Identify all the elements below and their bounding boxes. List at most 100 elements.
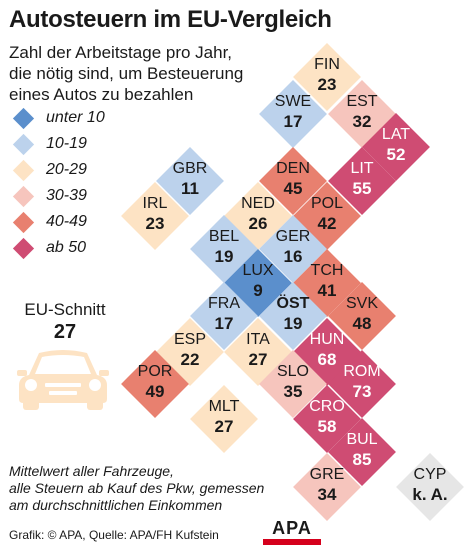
country-value: 41 <box>317 281 337 300</box>
footnote: Mittelwert aller Fahrzeuge, alle Steuern… <box>9 463 264 514</box>
legend-label: 10-19 <box>46 135 87 152</box>
country-name: GER <box>275 228 311 245</box>
country-value: 34 <box>317 485 337 504</box>
page-title: Autosteuern im EU-Vergleich <box>9 6 332 33</box>
country-name: TCH <box>310 262 344 279</box>
country-value: 23 <box>317 75 337 94</box>
country-value: 68 <box>317 350 337 369</box>
legend-swatch <box>12 185 35 208</box>
country-tile: SWE 17 <box>259 80 327 148</box>
country-tile: BEL 19 <box>190 215 258 283</box>
country-name: EST <box>346 93 378 110</box>
country-tile: GRE 34 <box>293 453 361 521</box>
subtitle-line: Zahl der Arbeitstage pro Jahr, <box>9 43 233 62</box>
country-tile: TCH 41 <box>293 249 361 317</box>
apa-logo-text: APA <box>272 518 312 538</box>
legend-label: unter 10 <box>46 109 105 126</box>
legend-swatch <box>12 237 35 260</box>
legend-label: 20-29 <box>46 161 87 178</box>
country-name: LAT <box>381 126 411 143</box>
country-name: MLT <box>208 398 240 415</box>
country-value: 26 <box>248 214 268 233</box>
country-name: ROM <box>343 363 381 380</box>
country-name: FIN <box>314 56 340 73</box>
country-name: POR <box>137 363 173 380</box>
country-tile: CRO 58 <box>293 385 361 453</box>
country-name: BEL <box>208 228 240 245</box>
country-value: 52 <box>386 145 406 164</box>
footnote-line: Mittelwert aller Fahrzeuge, <box>9 463 174 479</box>
country-tile: ROM 73 <box>328 350 396 418</box>
legend-swatch <box>12 211 35 234</box>
country-tile: IRL 23 <box>121 182 189 250</box>
apa-logo-bar <box>263 539 321 545</box>
country-tile: BUL 85 <box>328 418 396 486</box>
country-value: 48 <box>352 314 372 333</box>
legend-label: 30-39 <box>46 187 87 204</box>
country-value: 9 <box>253 281 263 300</box>
country-tile: SLO 35 <box>259 350 327 418</box>
country-tile: SVK 48 <box>328 282 396 350</box>
country-name: BUL <box>346 431 378 448</box>
country-tile: GBR 11 <box>156 147 224 215</box>
country-value: 22 <box>180 350 200 369</box>
country-value: 17 <box>283 112 303 131</box>
country-value: 17 <box>214 314 234 333</box>
country-tile: ITA 27 <box>224 318 292 386</box>
country-tile: LAT 52 <box>362 113 430 181</box>
country-tile: POL 42 <box>293 182 361 250</box>
subtitle-line: eines Autos zu bezahlen <box>9 85 194 104</box>
country-name: ÖST <box>276 295 310 312</box>
country-name: IRL <box>142 195 168 212</box>
country-value: 19 <box>283 314 303 333</box>
country-value: 58 <box>317 417 337 436</box>
country-tile: EST 32 <box>328 80 396 148</box>
eu-average-label: EU-Schnitt <box>24 300 106 319</box>
legend-label: 40-49 <box>46 213 87 230</box>
country-value: 16 <box>283 247 303 266</box>
country-value: 35 <box>283 382 303 401</box>
country-value: 11 <box>181 179 199 198</box>
country-name: GRE <box>309 466 345 483</box>
country-name: HUN <box>309 331 345 348</box>
country-name: LIT <box>350 160 374 177</box>
country-tile: POR 49 <box>121 350 189 418</box>
country-name: LUX <box>242 262 274 279</box>
country-value: 73 <box>352 382 372 401</box>
country-tile: NED 26 <box>224 182 292 250</box>
country-tile: HUN 68 <box>293 318 361 386</box>
apa-logo: APA <box>263 518 321 546</box>
footnote-line: am durchschnittlichen Einkommen <box>9 497 223 513</box>
country-value: 23 <box>145 214 165 233</box>
source-credit: Grafik: © APA, Quelle: APA/FH Kufstein <box>9 528 219 542</box>
country-name: CRO <box>309 398 345 415</box>
country-tile: ESP 22 <box>156 318 224 386</box>
country-value: 27 <box>248 350 268 369</box>
country-tile: LUX 9 <box>224 249 292 317</box>
country-tile: FRA 17 <box>190 282 258 350</box>
country-value: 49 <box>145 382 165 401</box>
country-tile: ÖST 19 <box>259 282 327 350</box>
country-name: SLO <box>276 363 309 380</box>
footnote-line: alle Steuern ab Kauf des Pkw, gemessen <box>9 480 265 496</box>
country-tile: GER 16 <box>259 215 327 283</box>
country-name: NED <box>241 195 275 212</box>
country-tile: LIT 55 <box>328 147 396 215</box>
country-name: POL <box>310 195 343 212</box>
country-name: ESP <box>173 331 206 348</box>
country-tile: CYP k. A. <box>396 453 464 521</box>
legend-swatch <box>12 133 35 156</box>
country-name: FRA <box>208 295 240 312</box>
country-value: k. A. <box>412 485 448 504</box>
country-tile: MLT 27 <box>190 385 258 453</box>
country-name: GBR <box>172 160 208 177</box>
country-tile: FIN 23 <box>293 43 361 111</box>
country-value: 19 <box>214 247 234 266</box>
country-name: SWE <box>274 93 312 110</box>
country-value: 27 <box>214 417 234 436</box>
legend-swatch <box>12 159 35 182</box>
country-tile: DEN 45 <box>259 147 327 215</box>
country-value: 32 <box>352 112 372 131</box>
car-icon <box>17 350 109 410</box>
eu-average-value: 27 <box>53 321 77 343</box>
